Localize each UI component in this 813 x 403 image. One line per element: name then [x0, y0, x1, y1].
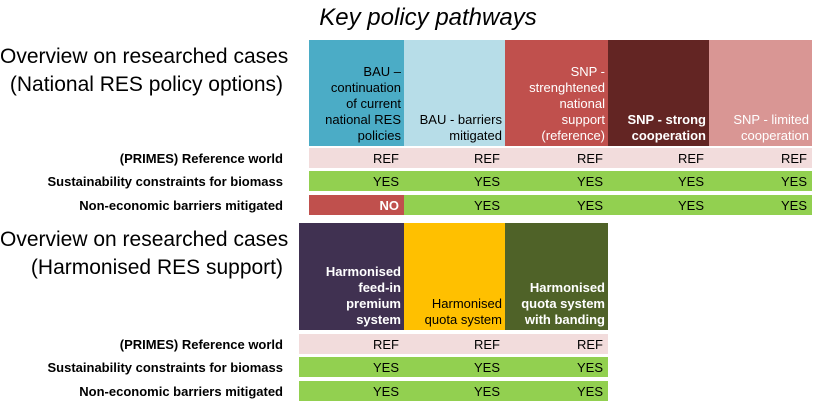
header-snp-limited-cooperation: SNP - limited cooperation	[709, 40, 812, 146]
cell-yes: YES	[309, 171, 404, 191]
row-label-barriers: Non-economic barriers mitigated	[79, 384, 283, 399]
header-harmonised-quota-system: Harmonised quota system	[404, 223, 505, 330]
cell-yes: YES	[404, 195, 505, 215]
header-line: policies	[357, 128, 401, 143]
header-line: BAU - barriers	[419, 112, 502, 127]
header-line: Harmonised	[431, 296, 502, 311]
header-line: cooperation	[631, 128, 706, 143]
header-line: with banding	[524, 312, 605, 327]
header-line: national RES	[325, 112, 401, 127]
header-line: strenghtened	[529, 80, 605, 95]
header-line: SNP - strong	[627, 112, 707, 127]
header-line: Harmonised	[529, 280, 605, 295]
header-line: of current	[346, 96, 401, 111]
cell-ref: REF	[299, 334, 404, 354]
header-line: system	[356, 312, 401, 327]
cell-yes: YES	[404, 357, 505, 377]
section-title-harmonised: Overview on researched cases (Harmonised…	[0, 226, 289, 282]
header-line: (reference)	[541, 128, 605, 143]
header-bau-barriers-mitigated: BAU - barriers mitigated	[404, 40, 505, 146]
cell-ref: REF	[404, 148, 505, 168]
header-line: SNP - limited	[733, 112, 809, 127]
cell-ref: REF	[709, 148, 812, 168]
header-line: support	[561, 112, 605, 127]
cell-ref: REF	[505, 148, 608, 168]
cell-yes: YES	[608, 171, 709, 191]
header-snp-strong-cooperation: SNP - strong cooperation	[608, 40, 709, 146]
cell-yes: YES	[404, 381, 505, 401]
header-line: BAU –	[363, 64, 401, 79]
cell-yes: YES	[709, 195, 812, 215]
cell-yes: YES	[404, 171, 505, 191]
cell-yes: YES	[299, 357, 404, 377]
cell-ref: REF	[309, 148, 404, 168]
header-snp-reference: SNP - strenghtened national support (ref…	[505, 40, 608, 146]
cell-yes: YES	[505, 171, 608, 191]
cell-ref: REF	[608, 148, 709, 168]
cell-yes: YES	[709, 171, 812, 191]
cell-yes: YES	[505, 195, 608, 215]
row-label-reference-world: (PRIMES) Reference world	[119, 337, 283, 352]
row-label-barriers: Non-economic barriers mitigated	[79, 198, 283, 213]
header-line: feed-in	[358, 280, 401, 295]
cell-ref: REF	[505, 334, 608, 354]
row-label-reference-world: (PRIMES) Reference world	[119, 151, 283, 166]
cell-yes: YES	[505, 357, 608, 377]
cell-yes: YES	[505, 381, 608, 401]
header-line: Harmonised	[325, 264, 401, 279]
header-harmonised-feed-in-premium: Harmonised feed-in premium system	[299, 223, 404, 330]
header-line: quota system	[521, 296, 605, 311]
header-bau: BAU – continuation of current national R…	[309, 40, 404, 146]
section-title-line: (National RES policy options)	[9, 73, 283, 96]
header-line: quota system	[424, 312, 502, 327]
header-line: continuation	[330, 80, 401, 95]
section-title-line: (Harmonised RES support)	[30, 256, 283, 279]
header-line: premium	[346, 296, 401, 311]
header-line: national	[559, 96, 605, 111]
cell-yes: YES	[608, 195, 709, 215]
page-title: Key policy pathways	[319, 4, 537, 31]
header-line: cooperation	[741, 128, 809, 143]
cell-no: NO	[309, 195, 404, 215]
row-label-sustainability: Sustainability constraints for biomass	[47, 174, 284, 189]
section-title-national: Overview on researched cases (National R…	[0, 43, 289, 99]
section-title-line: Overview on researched cases	[0, 228, 289, 251]
header-line: mitigated	[449, 128, 502, 143]
header-line: SNP -	[570, 64, 605, 79]
section-title-line: Overview on researched cases	[0, 45, 289, 68]
cell-ref: REF	[404, 334, 505, 354]
cell-yes: YES	[299, 381, 404, 401]
header-harmonised-quota-banding: Harmonised quota system with banding	[505, 223, 608, 330]
row-label-sustainability: Sustainability constraints for biomass	[47, 360, 284, 375]
